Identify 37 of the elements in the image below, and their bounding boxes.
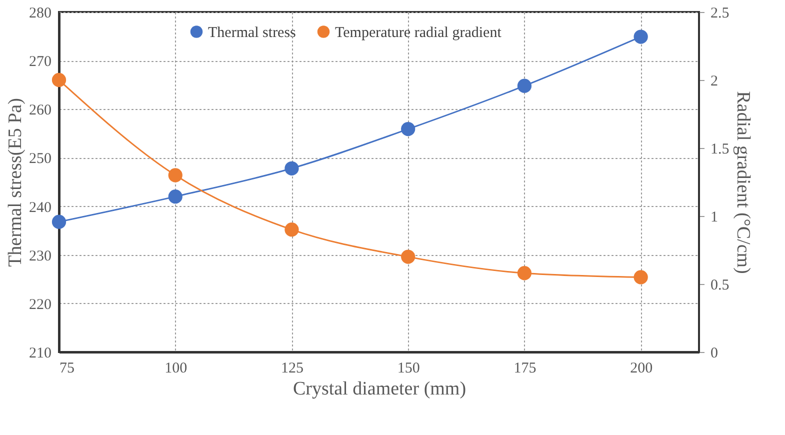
point [284, 161, 299, 176]
y2-tick-label: 0 [710, 346, 718, 362]
y2-tick-label: 0.5 [710, 278, 730, 294]
y-tick-label: 240 [29, 200, 52, 216]
point [284, 222, 299, 237]
x-tick-label: 150 [397, 360, 420, 376]
legend-label: Thermal stress [208, 24, 296, 41]
point [52, 72, 66, 88]
point [401, 250, 416, 264]
y-tick-label: 270 [29, 54, 52, 70]
y2-tick-label: 2.5 [710, 6, 730, 22]
y-tick-label: 260 [29, 102, 52, 119]
y-tick-label: 210 [29, 346, 52, 362]
y-tick-label: 250 [29, 151, 52, 168]
x-tick-label: 75 [60, 360, 74, 376]
x-tick-label: 175 [514, 360, 536, 376]
point [168, 190, 182, 204]
y2-tick-label: 1.5 [710, 142, 730, 158]
legend-label: Temperature radial gradient [335, 24, 502, 41]
y-tick-label: 280 [29, 6, 52, 22]
y2-tick-label: 2 [710, 74, 718, 90]
point [634, 30, 648, 44]
x-tick-label: 200 [630, 360, 653, 376]
x-tick-label: 125 [280, 360, 304, 376]
y2-tick-label: 1 [710, 210, 718, 226]
point [168, 168, 182, 182]
point [401, 122, 416, 136]
point [52, 214, 66, 229]
y2-axis-title: Radial gradient (°C/cm) [732, 91, 754, 274]
y-tick-label: 220 [29, 296, 52, 313]
x-tick-label: 100 [164, 360, 188, 376]
point [517, 266, 532, 280]
x-axis-title: Crystal diameter (mm) [292, 378, 466, 400]
point [517, 78, 532, 93]
y-tick-label: 230 [29, 248, 52, 264]
point [634, 270, 648, 284]
y-axis-title: Thermal stress(E5 Pa) [5, 98, 26, 267]
